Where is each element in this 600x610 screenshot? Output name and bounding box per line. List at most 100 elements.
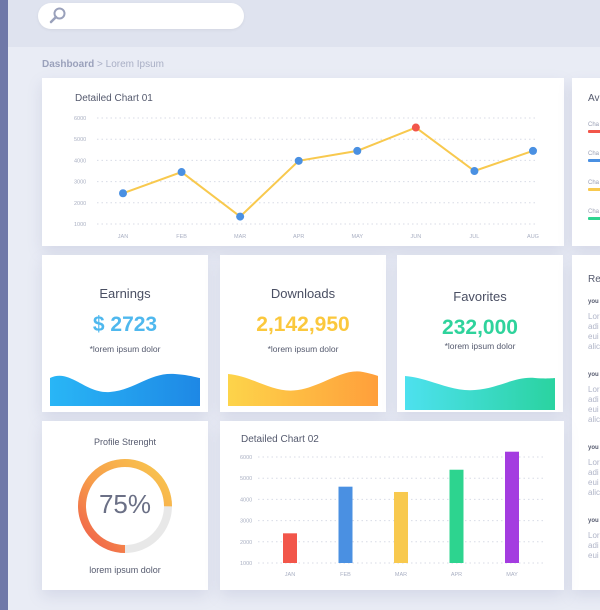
y-tick-label: 2000 xyxy=(240,540,252,546)
stat-value: 232,000 xyxy=(442,316,518,339)
profile-percent: 75% xyxy=(98,489,152,519)
stat-card-earnings: Earnings $ 2723 *lorem ipsum dolor xyxy=(42,255,208,412)
y-tick-label: 3000 xyxy=(240,519,252,525)
stat-value: $ 2723 xyxy=(92,313,158,336)
bar[interactable] xyxy=(505,451,519,563)
stat-card-favorites: Favorites 232,000 *lorem ipsum dolor xyxy=(397,255,563,412)
stat-title: Earnings xyxy=(99,286,151,301)
x-tick-label: FEB xyxy=(176,234,187,240)
review-author: you xyxy=(588,445,599,451)
x-tick-label: AUG xyxy=(527,234,539,240)
profile-title: Profile Strenght xyxy=(93,437,157,447)
x-tick-label: MAY xyxy=(506,572,518,578)
stat-subtitle: *lorem ipsum dolor xyxy=(89,344,161,354)
detailed-chart-01-card: Detailed Chart 01 1000 2000 3000 4000 5000 60… xyxy=(42,78,564,246)
review-text-line: adi xyxy=(588,395,599,404)
y-tick-label: 1000 xyxy=(240,561,252,567)
bar[interactable] xyxy=(449,469,464,563)
review-text-line: eui xyxy=(588,332,599,341)
chart-02-title: Detailed Chart 02 xyxy=(241,434,319,445)
data-point[interactable] xyxy=(236,212,245,221)
profile-strength-card: Profile Strenght 75% lorem ipsum dolor xyxy=(42,421,208,590)
stat-subtitle: *lorem ipsum dolor xyxy=(267,344,339,354)
line-chart: 1000 2000 3000 4000 5000 6000 JAN FEB MAR APR MAY J… xyxy=(74,116,539,240)
search-icon[interactable] xyxy=(48,6,68,26)
legend-item-label: Cha xyxy=(588,209,600,215)
breadcrumb-separator: > xyxy=(97,59,103,70)
review-text-line: Lor xyxy=(588,312,600,321)
bar[interactable] xyxy=(394,491,408,563)
detailed-chart-02-card: Detailed Chart 02 1000 2000 3000 4000 5000 60… xyxy=(220,421,564,590)
data-point[interactable] xyxy=(470,167,479,175)
x-tick-label: JAN xyxy=(118,234,128,240)
bar[interactable] xyxy=(338,486,353,563)
stat-wave-graphic xyxy=(50,373,200,406)
reviews-card: Re you Lor adi eui alic you Lor adi eui alic you Lo… xyxy=(572,255,600,590)
legend-item-label: Cha xyxy=(588,122,600,128)
stat-card-downloads: Downloads 2,142,950 *lorem ipsum dolor xyxy=(220,255,386,412)
stat-value: 2,142,950 xyxy=(256,313,350,336)
legend-color-swatch xyxy=(588,159,600,162)
review-text-line: adi xyxy=(588,322,599,331)
x-tick-label: JAN xyxy=(285,572,295,578)
bar-chart: 1000 2000 3000 4000 5000 6000 JAN FEB MAR APR MAY xyxy=(240,451,545,578)
review-text-line: adi xyxy=(588,468,599,477)
legend-color-swatch xyxy=(588,130,600,133)
review-text-line: alic xyxy=(588,342,600,351)
review-text-line: eui xyxy=(588,405,599,414)
ring-progress xyxy=(78,459,172,553)
legend-item-label: Cha xyxy=(588,151,600,157)
data-point[interactable] xyxy=(529,146,537,155)
legend-card-title: Av xyxy=(588,93,600,104)
x-tick-label: MAR xyxy=(395,572,407,578)
x-tick-label: FEB xyxy=(340,572,351,578)
y-tick-label: 5000 xyxy=(74,137,86,143)
x-tick-label: APR xyxy=(293,234,304,240)
review-author: you xyxy=(588,518,599,524)
stat-wave-graphic xyxy=(405,376,555,410)
review-text-line: alic xyxy=(588,415,600,424)
review-text-line: eui xyxy=(588,551,599,560)
data-point[interactable] xyxy=(294,156,303,165)
review-text-line: alic xyxy=(588,488,600,497)
stat-subtitle: *lorem ipsum dolor xyxy=(444,341,516,351)
review-text-line: eui xyxy=(588,478,599,487)
y-tick-label: 6000 xyxy=(240,455,252,461)
legend-item-label: Cha xyxy=(588,180,600,186)
stat-title: Favorites xyxy=(453,289,507,304)
y-tick-label: 4000 xyxy=(240,497,252,503)
legend-item: Cha xyxy=(588,209,600,220)
reviews-card-title: Re xyxy=(588,274,600,285)
y-tick-label: 4000 xyxy=(74,158,86,164)
legend-card: Av Cha Cha Cha Cha xyxy=(572,78,600,246)
y-tick-label: 5000 xyxy=(240,476,252,482)
x-tick-label: APR xyxy=(451,572,462,578)
stat-wave-graphic xyxy=(228,371,378,406)
legend-item: Cha xyxy=(588,180,600,191)
legend-color-swatch xyxy=(588,188,600,191)
legend-item: Cha xyxy=(588,122,600,133)
left-sidebar-strip xyxy=(0,0,8,610)
x-tick-label: MAY xyxy=(352,234,364,240)
bar[interactable] xyxy=(283,533,297,563)
x-tick-label: JUL xyxy=(470,234,480,240)
y-tick-label: 1000 xyxy=(74,222,86,228)
data-point[interactable] xyxy=(353,146,362,155)
legend-item: Cha xyxy=(588,151,600,162)
data-point[interactable] xyxy=(177,168,186,177)
review-author: you xyxy=(588,299,599,305)
y-tick-label: 3000 xyxy=(74,180,86,186)
y-tick-label: 6000 xyxy=(74,116,86,122)
data-point[interactable] xyxy=(411,123,420,132)
legend-color-swatch xyxy=(588,217,600,220)
search-box[interactable] xyxy=(38,3,244,29)
review-text-line: adi xyxy=(588,541,599,550)
profile-footer: lorem ipsum dolor xyxy=(89,565,161,575)
review-text-line: Lor xyxy=(588,458,600,467)
breadcrumb-root[interactable]: Dashboard xyxy=(42,59,95,70)
y-tick-label: 2000 xyxy=(74,201,86,207)
x-tick-label: MAR xyxy=(234,234,246,240)
data-point[interactable] xyxy=(119,189,127,198)
review-text-line: Lor xyxy=(588,531,600,540)
review-text-line: Lor xyxy=(588,385,600,394)
